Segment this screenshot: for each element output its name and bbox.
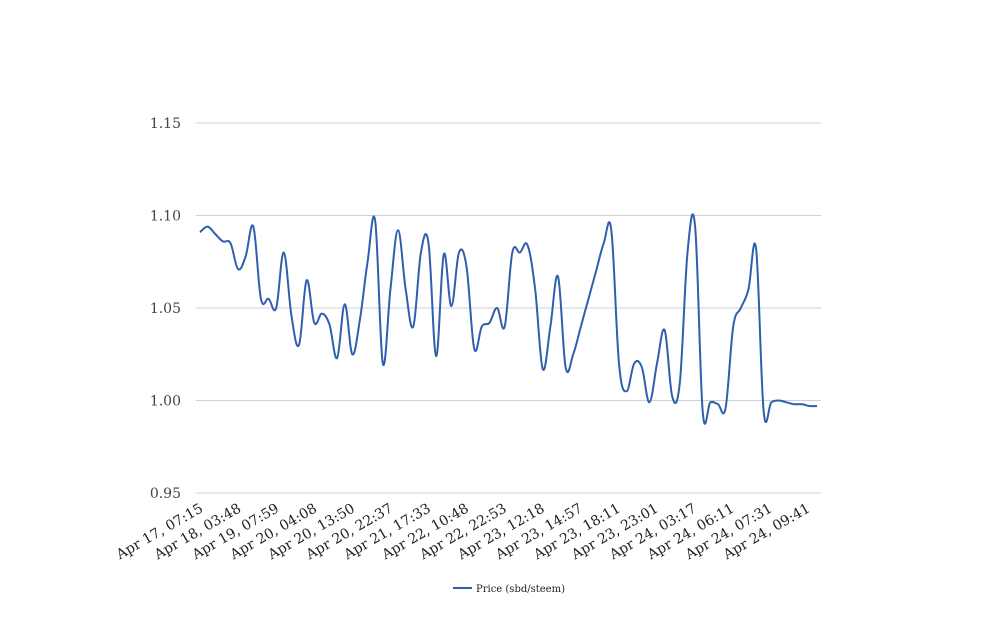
y-tick-label: 1.00 <box>150 394 181 410</box>
legend-label: Price (sbd/steem) <box>476 584 565 595</box>
y-axis-ticks: 0.95 1.00 1.05 1.10 1.15 <box>150 116 181 502</box>
y-tick-label: 1.10 <box>150 209 181 225</box>
legend: Price (sbd/steem) <box>453 584 565 595</box>
series-line <box>199 213 818 425</box>
y-tick-label: 1.15 <box>150 116 181 132</box>
y-tick-label: 1.05 <box>150 301 181 317</box>
grid-layer <box>196 122 821 494</box>
y-tick-label: 0.95 <box>150 486 181 502</box>
series-layer <box>199 213 818 425</box>
